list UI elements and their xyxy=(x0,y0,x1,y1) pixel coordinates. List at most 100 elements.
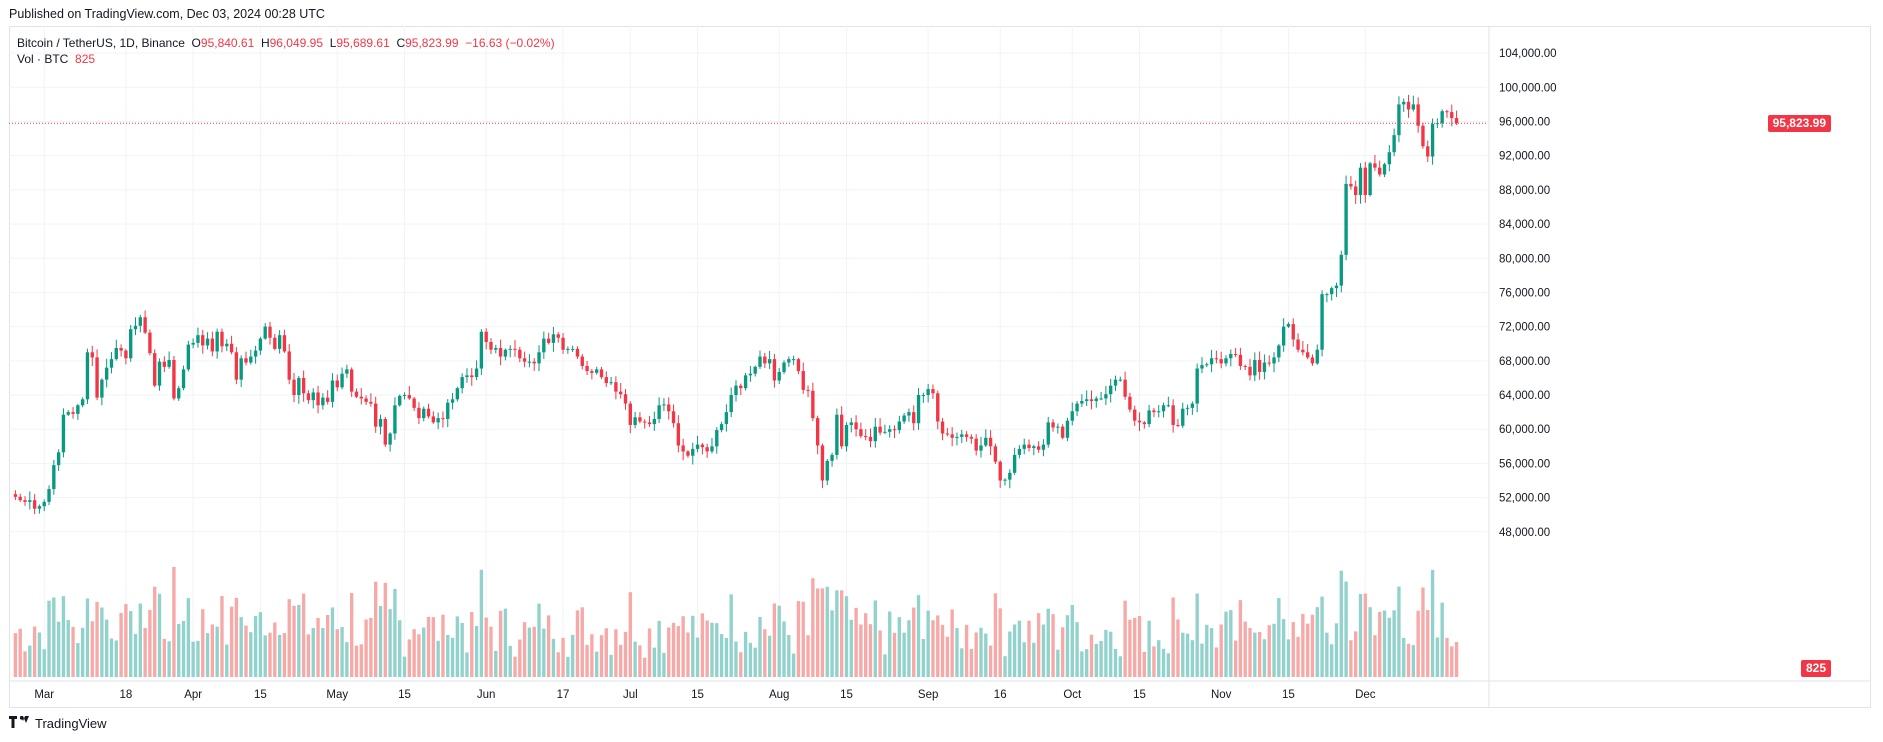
volume-bar xyxy=(1349,640,1353,677)
volume-bar xyxy=(763,629,767,677)
volume-bar xyxy=(1171,597,1175,677)
candle-body xyxy=(95,357,99,398)
volume-bar xyxy=(556,652,560,677)
candle-body xyxy=(383,418,387,445)
candle-body xyxy=(1445,111,1449,113)
volume-bar xyxy=(1147,620,1151,677)
x-tick-label: 15 xyxy=(254,689,267,701)
volume-bar xyxy=(162,638,167,677)
footer-brand[interactable]: TradingView xyxy=(9,716,107,731)
candle-body xyxy=(628,403,632,425)
candle-body xyxy=(205,338,210,346)
candle-body xyxy=(407,395,412,399)
candle-body xyxy=(1440,111,1444,124)
x-tick-label: 15 xyxy=(840,689,853,701)
volume-bar xyxy=(1262,639,1267,677)
legend-close-label: C xyxy=(396,36,406,50)
volume-bar xyxy=(1354,631,1358,677)
candle-body xyxy=(1157,411,1161,413)
candle-body xyxy=(748,373,753,376)
volume-bar xyxy=(1109,631,1113,677)
candle-body xyxy=(1238,354,1243,366)
volume-bar xyxy=(1257,632,1262,677)
volume-bar xyxy=(715,623,719,677)
candle-body xyxy=(460,377,464,389)
last-price-label: 95,823.99 xyxy=(1767,115,1831,133)
volume-bar xyxy=(205,633,210,677)
volume-bar xyxy=(153,586,157,677)
volume-bar xyxy=(700,613,705,677)
legend-high-label: H xyxy=(260,36,270,50)
volume-bar xyxy=(594,651,599,677)
candle-body xyxy=(984,437,988,446)
volume-bar xyxy=(393,588,397,677)
candle-body xyxy=(1099,398,1103,400)
x-tick-label: Sep xyxy=(918,689,938,701)
volume-bar xyxy=(56,621,61,677)
volume-bar xyxy=(273,622,277,677)
volume-bar xyxy=(143,627,147,677)
candle-body xyxy=(364,398,368,402)
volume-bar xyxy=(13,633,18,677)
candle-body xyxy=(402,395,407,397)
candle-body xyxy=(508,348,512,350)
candle-body xyxy=(426,408,431,417)
volume-bar xyxy=(1008,631,1012,677)
candle-body xyxy=(388,433,392,445)
volume-bar xyxy=(580,607,584,677)
volume-bar xyxy=(1233,640,1238,677)
volume-bar xyxy=(532,626,536,677)
legend-symbol[interactable]: Bitcoin / TetherUS, 1D, Binance xyxy=(17,36,185,50)
candle-body xyxy=(960,434,964,437)
candle-body xyxy=(1272,357,1276,364)
candle-body xyxy=(196,335,200,343)
volume-bar xyxy=(1166,653,1171,677)
candle-body xyxy=(806,389,810,391)
candle-body xyxy=(643,421,647,423)
candle-body xyxy=(1411,104,1416,110)
candle-body xyxy=(330,380,335,402)
volume-bar xyxy=(268,632,272,677)
volume-bar xyxy=(527,627,532,677)
volume-bar xyxy=(1099,640,1103,677)
volume-bar xyxy=(815,588,820,677)
x-tick-label: Jun xyxy=(477,689,496,701)
candle-body xyxy=(695,444,700,449)
candle-body xyxy=(652,418,657,425)
candle-body xyxy=(1430,124,1435,157)
volume-bar xyxy=(446,634,450,677)
volume-bar xyxy=(215,626,219,677)
candle-body xyxy=(446,402,450,419)
volume-bar xyxy=(436,640,440,677)
x-tick-label: 18 xyxy=(119,689,132,701)
candlestick-chart[interactable]: 104,000.00 100,000.00 96,000.00 92,000.00 88… xyxy=(9,26,1871,708)
candle-body xyxy=(1450,112,1454,119)
candle-body xyxy=(61,414,66,453)
volume-bar xyxy=(1325,632,1329,677)
chart-legend: Bitcoin / TetherUS, 1D, Binance O95,840.… xyxy=(17,35,555,67)
volume-bar xyxy=(955,628,959,677)
volume-bar xyxy=(1104,629,1108,677)
volume-bar xyxy=(1041,624,1046,677)
volume-bar xyxy=(791,653,796,677)
volume-bar xyxy=(157,593,162,677)
volume-bar xyxy=(1238,600,1243,677)
volume-bar xyxy=(729,594,733,677)
candle-body xyxy=(191,342,195,345)
volume-bar xyxy=(590,634,594,677)
candle-body xyxy=(253,350,258,357)
y-tick-label: 68,000.00 xyxy=(1499,356,1550,368)
candle-body xyxy=(796,359,801,372)
volume-bar xyxy=(537,603,541,677)
volume-bar xyxy=(282,633,287,677)
volume-bar xyxy=(301,593,306,677)
volume-bar xyxy=(1440,602,1444,677)
y-tick-label: 56,000.00 xyxy=(1499,458,1550,470)
candle-body xyxy=(263,326,267,339)
candle-body xyxy=(124,350,128,359)
volume-bar xyxy=(66,620,70,677)
volume-bar xyxy=(18,628,22,677)
candle-body xyxy=(369,401,373,404)
legend-volume-label[interactable]: Vol · BTC xyxy=(17,52,69,66)
legend-low-value: 95,689.61 xyxy=(336,36,390,50)
